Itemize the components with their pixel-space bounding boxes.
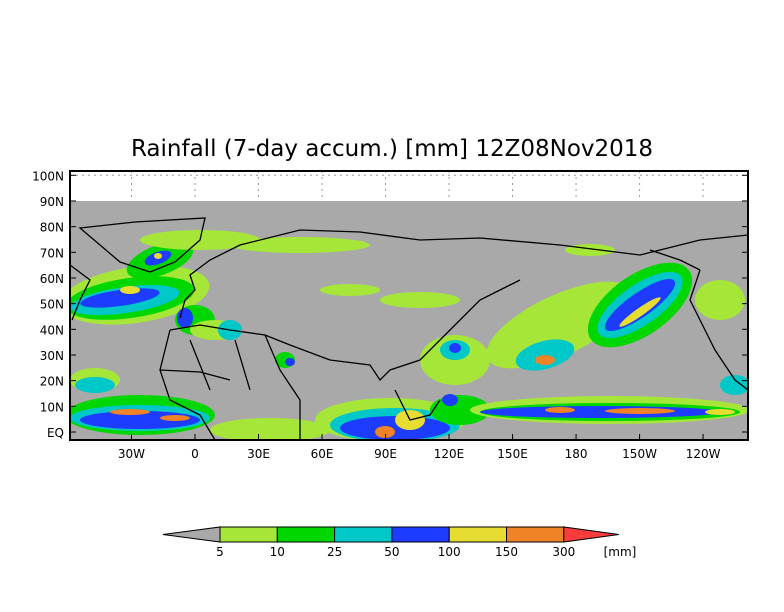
rain-area	[695, 280, 745, 320]
lon-label: 120W	[686, 447, 721, 461]
lat-label: 10N	[40, 400, 64, 414]
rain-area	[210, 418, 330, 440]
coastline	[78, 217, 206, 273]
lat-label: 100N	[32, 169, 64, 183]
rain-area	[449, 343, 461, 353]
rain-area	[375, 426, 395, 438]
coastline	[159, 339, 251, 391]
rain-area	[480, 406, 720, 418]
colorbar: 5 10 25 50 100 150 300 [mm]	[162, 526, 637, 559]
rain-area	[230, 237, 370, 253]
rain-area	[619, 297, 661, 327]
lon-label: 150W	[622, 447, 657, 461]
lat-label: EQ	[47, 426, 64, 440]
rain-area	[154, 253, 162, 259]
lon-label: 120E	[434, 447, 465, 461]
colorbar-low-triangle	[162, 526, 221, 543]
lat-label: 50N	[40, 298, 64, 312]
lat-label: 90N	[40, 195, 64, 209]
rainfall-field	[70, 230, 748, 440]
colorbar-label: 10	[270, 545, 285, 559]
rain-area	[604, 278, 676, 332]
lat-label: 60N	[40, 272, 64, 286]
rain-area	[605, 408, 675, 414]
rain-area	[442, 394, 458, 406]
colorbar-high-triangle	[563, 526, 619, 543]
rain-area	[285, 358, 295, 366]
colorbar-swatch	[219, 526, 278, 543]
colorbar-unit: [mm]	[604, 545, 637, 559]
rain-area	[340, 416, 450, 440]
coastline	[649, 249, 701, 271]
rain-area	[486, 281, 634, 369]
colorbar-label: 5	[216, 545, 224, 559]
colorbar-swatch	[276, 526, 336, 543]
coastline	[169, 279, 521, 382]
rain-area	[177, 308, 193, 328]
coastline	[264, 334, 301, 440]
axes: 100N 90N 80N 70N 60N 50N 40N 30N 20N 10N EQ 30W 0 30E…	[32, 169, 748, 461]
rain-area	[160, 415, 190, 421]
rain-area	[565, 244, 615, 256]
lon-label: 90E	[374, 447, 397, 461]
map-border	[69, 170, 749, 441]
lat-label: 70N	[40, 246, 64, 260]
rain-area	[545, 407, 575, 413]
coastline	[70, 264, 91, 321]
lon-label: 180	[565, 447, 588, 461]
rain-area	[705, 409, 735, 415]
rain-area	[75, 377, 115, 393]
coastline	[394, 389, 441, 421]
lon-label: 60E	[311, 447, 334, 461]
gridlines	[70, 171, 748, 201]
lon-label: 30E	[247, 447, 270, 461]
coastlines	[70, 217, 748, 440]
rain-area	[720, 375, 748, 395]
rain-area	[120, 286, 140, 294]
lon-label: 0	[191, 447, 199, 461]
rain-area	[80, 288, 160, 308]
lon-label: 30W	[118, 447, 145, 461]
lat-label: 20N	[40, 375, 64, 389]
colorbar-label: 300	[552, 545, 575, 559]
coastline	[179, 229, 748, 319]
colorbar-label: 50	[384, 545, 399, 559]
colorbar-swatch	[506, 526, 565, 543]
rain-area	[380, 292, 460, 308]
rain-area	[110, 409, 150, 415]
coastline	[159, 329, 216, 440]
colorbar-label: 25	[327, 545, 342, 559]
colorbar-swatch	[448, 526, 508, 543]
colorbar-label: 100	[438, 545, 461, 559]
rain-area	[535, 355, 555, 365]
colorbar-swatch	[334, 526, 393, 543]
colorbar-label: 150	[495, 545, 518, 559]
lat-label: 30N	[40, 349, 64, 363]
lon-label: 150E	[497, 447, 528, 461]
colorbar-swatch	[391, 526, 450, 543]
chart-title: Rainfall (7-day accum.) [mm] 12Z08Nov201…	[130, 136, 654, 162]
lat-label: 80N	[40, 221, 64, 235]
coastline	[689, 269, 748, 391]
lat-label: 40N	[40, 323, 64, 337]
rain-area	[320, 284, 380, 296]
